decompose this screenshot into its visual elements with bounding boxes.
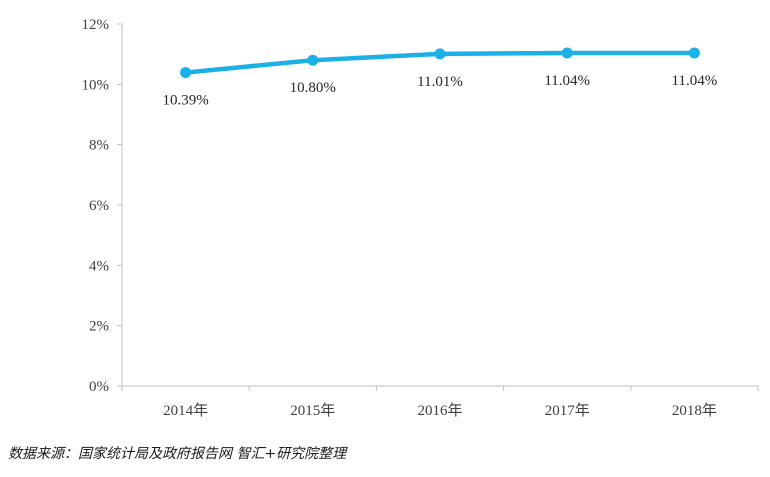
data-point <box>561 47 573 59</box>
x-tick-label: 2017年 <box>545 402 590 419</box>
y-tick-label: 0% <box>89 379 109 395</box>
data-label: 10.80% <box>290 80 336 96</box>
data-point <box>307 54 319 66</box>
data-label: 11.01% <box>417 74 463 90</box>
data-label: 10.39% <box>162 93 208 109</box>
y-tick-label: 4% <box>89 258 109 274</box>
x-tick-label: 2015年 <box>290 402 335 419</box>
x-tick-label: 2016年 <box>417 402 462 419</box>
x-axis-ticks: 2014年 2015年 2016年 2017年 2018年 <box>121 386 759 419</box>
data-label: 11.04% <box>544 73 590 89</box>
y-tick-label: 12% <box>82 17 110 33</box>
data-point <box>434 48 446 60</box>
source-note: 数据来源：国家统计局及政府报告网 智汇+研究院整理 <box>8 446 347 462</box>
data-point <box>180 67 192 79</box>
x-tick-label: 2014年 <box>163 402 208 419</box>
x-tick-label: 2018年 <box>672 402 717 419</box>
data-label: 11.04% <box>672 73 718 89</box>
y-tick-label: 2% <box>89 319 109 335</box>
series <box>180 47 700 79</box>
y-tick-label: 6% <box>89 198 109 214</box>
y-tick-label: 8% <box>89 138 109 154</box>
data-point <box>688 47 700 59</box>
y-tick-label: 10% <box>82 77 110 93</box>
y-axis-ticks: 0% 2% 4% 6% 8% 10% 12% <box>82 17 122 395</box>
data-labels: 10.39% 10.80% 11.01% 11.04% 11.04% <box>162 73 717 109</box>
